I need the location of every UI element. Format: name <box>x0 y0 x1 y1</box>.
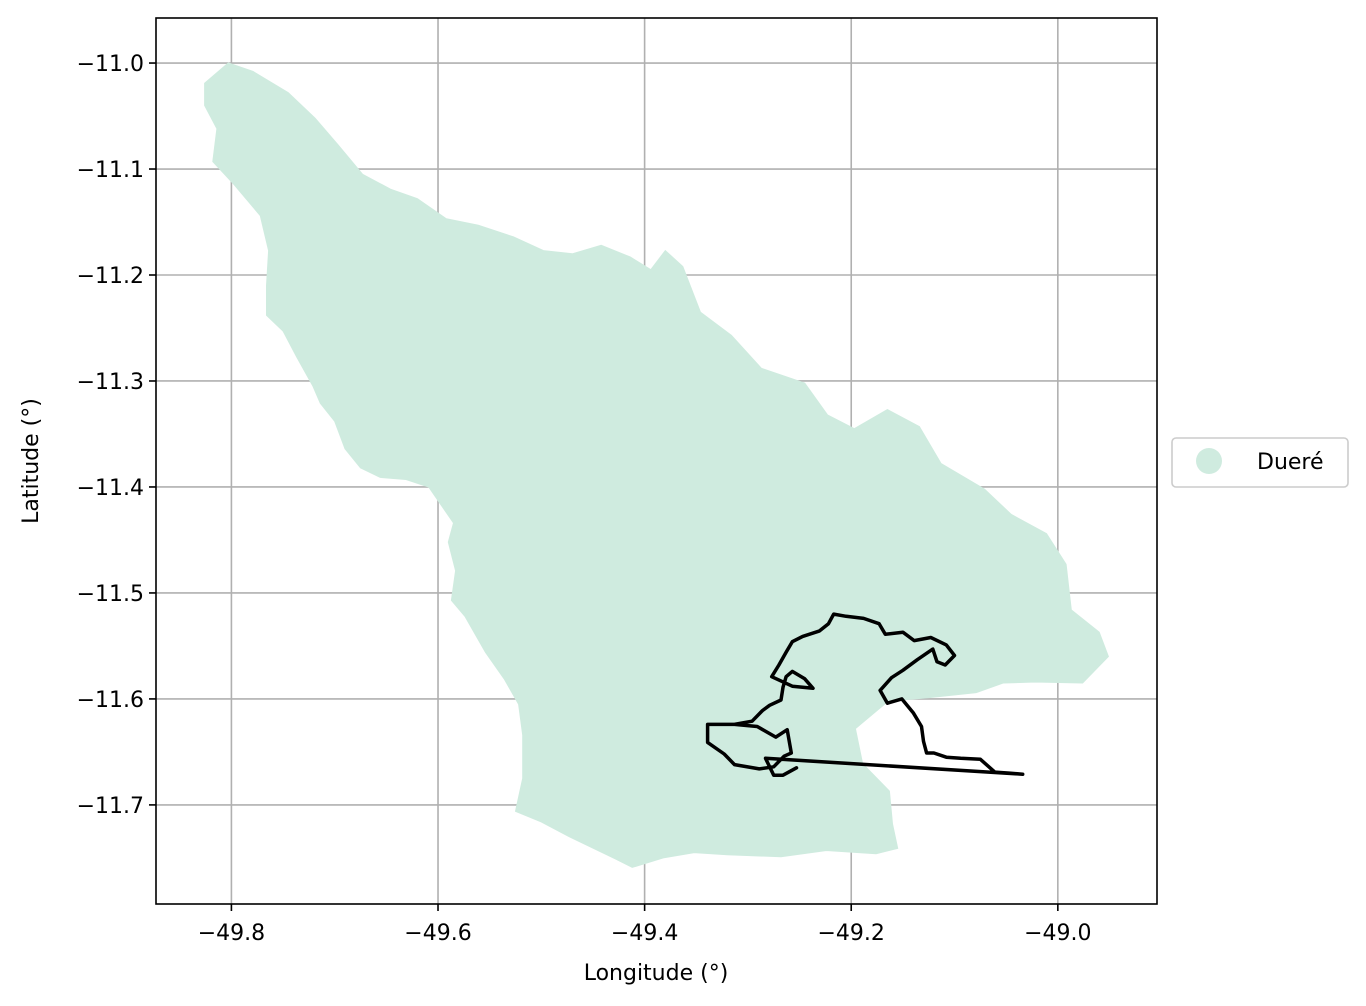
y-tick-label: −11.5 <box>77 582 144 607</box>
y-tick-label: −11.3 <box>77 370 144 395</box>
x-tick-label: −49.6 <box>404 921 471 946</box>
legend: Dueré <box>1171 437 1349 488</box>
duere-municipality-area <box>204 62 1109 868</box>
x-tick-label: −49.8 <box>198 921 265 946</box>
x-tick-label: −49.4 <box>611 921 678 946</box>
x-axis-title: Longitude (°) <box>584 961 729 986</box>
y-tick-label: −11.1 <box>77 158 144 183</box>
x-tick-label: −49.0 <box>1024 921 1091 946</box>
y-tick-label: −11.2 <box>77 264 144 289</box>
legend-marker-duere <box>1196 448 1222 474</box>
y-tick-label: −11.7 <box>77 794 144 819</box>
y-tick-label: −11.4 <box>77 476 144 501</box>
plot-frame <box>155 17 1158 905</box>
boundary-outline <box>705 612 1025 777</box>
x-tick-label: −49.2 <box>818 921 885 946</box>
y-tick-label: −11.6 <box>77 688 144 713</box>
x-axis-ticks: −49.8 −49.6 −49.4 −49.2 −49.0 <box>198 904 1092 946</box>
legend-label-duere: Dueré <box>1257 450 1324 475</box>
y-tick-label: −11.0 <box>77 52 144 77</box>
y-axis-title: Latitude (°) <box>19 398 44 524</box>
y-axis-ticks: −11.0 −11.1 −11.2 −11.3 −11.4 −11.5 −11.6 −11.7 <box>77 52 156 819</box>
